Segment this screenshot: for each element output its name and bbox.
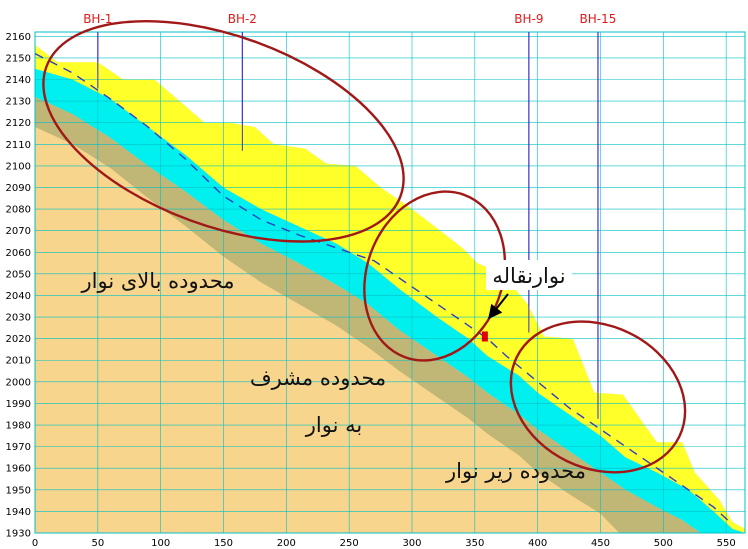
y-tick-label: 2100	[6, 161, 31, 172]
y-tick-label: 2070	[6, 226, 31, 237]
y-tick-label: 2150	[6, 53, 31, 64]
conveyor-label: نوارنقاله	[492, 264, 565, 288]
y-tick-label: 1980	[6, 421, 31, 432]
y-tick-label: 2020	[6, 334, 31, 345]
borehole-label: BH-2	[228, 12, 257, 26]
borehole-label: BH-9	[514, 12, 543, 26]
zone-overlook-label-2: به نوار	[305, 413, 362, 437]
conveyor-arrow	[488, 293, 509, 320]
y-tick-label: 1960	[6, 464, 31, 475]
y-tick-label: 2160	[6, 32, 31, 43]
y-tick-label: 2140	[6, 75, 31, 86]
y-tick-label: 1950	[6, 485, 31, 496]
y-tick-label: 2010	[6, 356, 31, 367]
x-tick-label: 100	[151, 538, 170, 549]
y-tick-label: 2060	[6, 248, 31, 259]
y-tick-label: 2120	[6, 118, 31, 129]
borehole-label: BH-1	[83, 12, 112, 26]
zone-ellipses	[42, 20, 687, 474]
x-tick-label: 50	[91, 538, 104, 549]
fill-layer	[35, 45, 745, 533]
x-tick-label: 450	[591, 538, 610, 549]
x-tick-label: 0	[32, 538, 38, 549]
y-tick-label: 2030	[6, 313, 31, 324]
y-tick-label: 2090	[6, 183, 31, 194]
x-tick-label: 350	[465, 538, 484, 549]
zone-ellipse	[509, 320, 687, 474]
conveyor-label-bg	[486, 260, 572, 290]
weathered-layer	[35, 68, 745, 533]
x-tick-label: 400	[528, 538, 547, 549]
borehole-label: BH-15	[580, 12, 617, 26]
y-tick-label: 2050	[6, 269, 31, 280]
zone-below-label: محدوده زیر نوار	[445, 459, 586, 483]
y-tick-label: 1970	[6, 442, 31, 453]
y-tick-label: 1940	[6, 507, 31, 518]
x-axis-ticks: 0 50 100 150 200 250 300 350 400 450 500 550	[32, 538, 736, 549]
grid	[34, 32, 745, 534]
zone-overlook-label-1: محدوده مشرف	[250, 366, 386, 390]
conveyor-marker	[481, 331, 488, 342]
y-tick-label: 2080	[6, 205, 31, 216]
x-tick-label: 300	[402, 538, 421, 549]
x-tick-label: 550	[717, 538, 736, 549]
design-profile-line	[34, 52, 733, 525]
x-tick-label: 250	[340, 538, 359, 549]
zone-ellipse	[42, 20, 405, 243]
x-tick-label: 150	[214, 538, 233, 549]
y-tick-label: 1990	[6, 399, 31, 410]
zone-ellipse	[363, 190, 507, 362]
y-tick-label: 2130	[6, 97, 31, 108]
x-tick-label: 500	[654, 538, 673, 549]
plot-frame	[34, 31, 746, 534]
y-tick-label: 1930	[6, 529, 31, 540]
x-tick-label: 200	[277, 538, 296, 549]
y-tick-label: 2000	[6, 377, 31, 388]
y-tick-label: 2110	[6, 140, 31, 151]
zone-above-label: محدوده بالای نوار	[81, 269, 235, 293]
y-axis-ticks: 1930 1940 1950 1960 1970 1980 1990 2000 2010 2020…	[6, 32, 31, 540]
y-tick-label: 2040	[6, 291, 31, 302]
